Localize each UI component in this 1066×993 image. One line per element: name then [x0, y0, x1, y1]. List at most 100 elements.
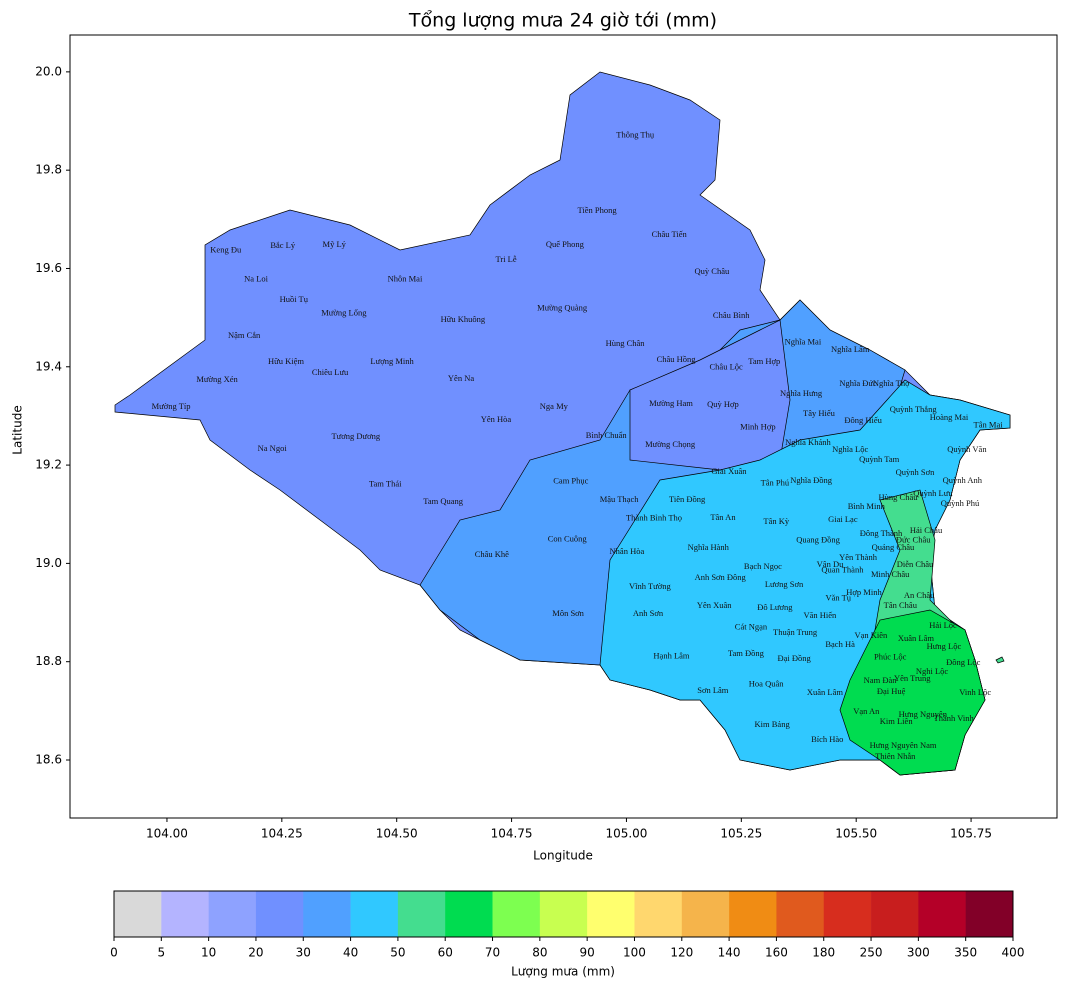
place-label: Hoàng Mai [930, 412, 969, 422]
colorbar-tick-label: 80 [532, 946, 547, 960]
place-label: Tân Phú [761, 478, 790, 488]
colorbar-tick-label: 10 [201, 946, 216, 960]
place-label: Văn Hiến [803, 610, 837, 620]
place-label: Văn Tụ [825, 593, 851, 603]
colorbar-cell [776, 891, 825, 937]
place-label: Tiên Đồng [669, 494, 706, 504]
colorbar-cell [445, 891, 493, 937]
place-label: Mường Lống [321, 308, 367, 318]
place-label: Na Loi [244, 274, 268, 284]
place-label: Vạn Kiên [854, 630, 888, 640]
colorbar-tick-label: 50 [390, 946, 405, 960]
colorbar-cell [255, 891, 304, 937]
colorbar-cell [634, 891, 683, 937]
place-label: Nghĩa Mai [785, 337, 822, 347]
place-label: Tân Châu [884, 600, 918, 610]
place-label: Vạn An [853, 706, 880, 716]
place-label: Giai Lạc [828, 514, 858, 524]
colorbar-cell [918, 891, 966, 937]
place-label: Kim Liên [880, 716, 914, 726]
place-label: Bắc Lý [270, 240, 296, 250]
place-label: Keng Đu [210, 245, 242, 255]
place-label: Hùng Châu [879, 492, 919, 502]
place-label: Quỳnh Anh [943, 475, 983, 485]
colorbar-tick-label: 120 [670, 946, 693, 960]
place-label: An Châu [904, 590, 935, 600]
place-label: Châu Lộc [710, 362, 744, 372]
place-label: Tri Lễ [495, 254, 516, 264]
place-label: Hữu Kiệm [268, 356, 304, 366]
place-label: Bình Chuẩn [586, 430, 628, 440]
place-label: Minh Hợp [740, 422, 775, 432]
place-label: Yên Na [448, 373, 474, 383]
colorbar-frame [113, 890, 1014, 938]
colorbar-cell [823, 891, 872, 937]
y-tick-label: 19.8 [35, 163, 62, 177]
place-label: Tiền Phong [577, 205, 617, 215]
colorbar-cell [539, 891, 588, 937]
place-label: Thông Thụ [616, 130, 655, 140]
place-label: Quang Đồng [796, 535, 840, 545]
place-label: Quỳ Châu [695, 266, 730, 276]
place-label: Sơn Lâm [697, 685, 729, 695]
place-label: Nghĩa Thọ [873, 378, 909, 388]
place-label: Thiên Nhẫn [875, 751, 916, 761]
place-label: Đông Hiếu [844, 415, 882, 425]
place-label: Nghĩa Hành [688, 542, 730, 552]
place-label: Nghi Lộc [916, 666, 949, 676]
place-label: Xuân Lâm [898, 633, 935, 643]
y-tick-label: 19.0 [35, 556, 62, 570]
place-label: Quỳnh Phú [941, 498, 980, 508]
place-label: Vĩnh Tường [629, 581, 672, 591]
place-label: Phúc Lộc [874, 652, 907, 662]
place-label: Nam Đàn [864, 675, 898, 685]
place-label: Tân Mai [974, 420, 1004, 430]
place-label: Quảng Châu [872, 542, 915, 552]
colorbar-tick-label: 0 [110, 946, 118, 960]
x-tick-label: 105.75 [950, 827, 992, 841]
y-tick-label: 18.6 [35, 753, 62, 767]
place-label: Tam Đồng [728, 648, 765, 658]
y-axis-label: Latitude [11, 405, 25, 454]
colorbar-tick-label: 30 [296, 946, 311, 960]
x-tick-label: 104.75 [491, 827, 533, 841]
colorbar-tick-label: 300 [907, 946, 930, 960]
colorbar-cell [492, 891, 541, 937]
place-label: Châu Hồng [657, 354, 697, 364]
place-label: Mường Típ [152, 401, 191, 411]
place-label: Quỳnh Sơn [896, 467, 935, 477]
x-tick-label: 104.50 [376, 827, 418, 841]
y-tick-label: 20.0 [35, 64, 62, 78]
colorbar-tick-label: 100 [623, 946, 646, 960]
x-tick-label: 105.50 [835, 827, 877, 841]
place-label: Hải Lộc [929, 620, 957, 630]
colorbar-tick-label: 160 [765, 946, 788, 960]
colorbar-tick-label: 70 [485, 946, 500, 960]
place-label: Nhân Hòa [610, 546, 645, 556]
place-label: Nghĩa Lâm [831, 344, 870, 354]
place-label: Giai Xuân [711, 466, 747, 476]
colorbar-cell [303, 891, 351, 937]
place-label: Quỳnh Văn [947, 444, 987, 454]
place-label: Cam Phục [553, 476, 588, 486]
place-label: Châu Khê [475, 549, 509, 559]
y-tick-label: 19.6 [35, 261, 62, 275]
place-label: Hưng Lộc [927, 641, 962, 651]
colorbar-cell [114, 891, 162, 937]
x-tick-label: 105.25 [720, 827, 762, 841]
place-label: Con Cuông [548, 534, 588, 544]
place-label: Châu Tiến [652, 229, 688, 239]
place-label: Yên Xuân [697, 600, 732, 610]
region-60-70 [839, 609, 986, 776]
colorbar-tick-label: 5 [157, 946, 165, 960]
place-label: Anh Sơn Đông [695, 572, 747, 582]
colorbar-cell [397, 891, 446, 937]
place-label: Huồi Tụ [280, 294, 309, 304]
place-label: Đông Lộc [946, 657, 980, 667]
place-label: Đức Châu [896, 535, 931, 545]
place-label: Quỳnh Lưu [913, 488, 953, 498]
place-label: Lượng Minh [370, 356, 414, 366]
axes-frame [69, 34, 1058, 819]
place-label: Quỳnh Tam [859, 454, 899, 464]
